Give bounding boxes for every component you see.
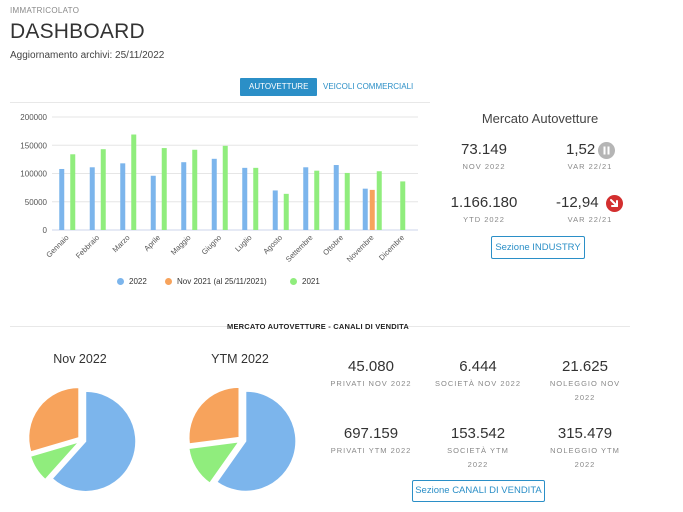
y-tick-label: 150000	[20, 141, 47, 150]
x-tick-label: Giugno	[200, 233, 223, 256]
bar-2022-giugno[interactable]	[211, 158, 217, 230]
pause-icon	[598, 142, 615, 159]
bar-2021-ottobre[interactable]	[344, 172, 350, 230]
bar-2021-luglio[interactable]	[253, 167, 259, 230]
bar-2022-aprile[interactable]	[150, 175, 156, 230]
legend-item-2021[interactable]: 2021	[290, 277, 320, 286]
bar-2021-aprile[interactable]	[161, 148, 167, 230]
x-tick-label: Marzo	[111, 233, 132, 254]
bar-nov-novembre[interactable]	[369, 189, 375, 230]
pie-nov-2022	[28, 387, 137, 492]
monthly-registrations-chart: 0 50000 100000 150000 200000 Gennaio Febbraio M…	[20, 113, 418, 264]
bar-2022-agosto[interactable]	[272, 190, 278, 230]
y-tick-label: 0	[43, 226, 48, 235]
pie-title-nov-2022: Nov 2022	[53, 352, 107, 366]
kpi-ytd-2022-value: 1.166.180	[450, 194, 518, 211]
legend-item-nov-2021[interactable]: Nov 2021 (al 25/11/2021)	[165, 277, 267, 286]
legend-label-2021: 2021	[302, 277, 320, 286]
pie-slice-privati[interactable]	[216, 390, 297, 492]
industry-section-button[interactable]: Sezione INDUSTRY	[491, 236, 585, 259]
bar-2022-gennaio[interactable]	[59, 168, 65, 230]
channel-privati-nov-value: 45.080	[348, 358, 394, 375]
channel-privati-ytm-value: 697.159	[343, 425, 399, 442]
archive-update-text: Aggiornamento archivi: 25/11/2022	[10, 50, 165, 61]
channel-societa-nov-value: 6.444	[459, 358, 497, 375]
sales-channels-section-button[interactable]: Sezione CANALI DI VENDITA	[412, 480, 545, 502]
bar-2021-giugno[interactable]	[222, 145, 228, 230]
pie-slice-societ[interactable]	[188, 441, 240, 484]
market-title: Mercato Autovetture	[481, 111, 599, 126]
pie-slice-privati[interactable]	[51, 390, 137, 492]
x-tick-label: Aprile	[142, 233, 162, 253]
bar-2021-maggio[interactable]	[192, 149, 198, 230]
arrow-down-right-icon	[606, 195, 623, 212]
x-tick-label: Febbraio	[74, 233, 101, 260]
vehicle-tabs: AUTOVETTURE VEICOLI COMMERCIALI	[0, 78, 683, 96]
channel-noleggio-nov-label: NOLEGGIO NOV 2022	[549, 379, 621, 402]
y-tick-label: 100000	[20, 170, 47, 179]
pie-slice-societ[interactable]	[30, 441, 81, 481]
x-tick-label: Agosto	[261, 233, 284, 256]
sales-channels-title: MERCATO AUTOVETTURE - CANALI DI VENDITA	[227, 322, 409, 331]
bar-2022-luglio[interactable]	[242, 167, 248, 230]
bar-2021-novembre[interactable]	[376, 171, 382, 230]
channel-societa-nov-label: SOCIETÀ NOV 2022	[434, 379, 522, 388]
page-title: DASHBOARD	[10, 20, 145, 43]
x-tick-label: Settembre	[284, 233, 315, 264]
bar-2022-maggio[interactable]	[181, 162, 187, 230]
kpi-var-ytd-value: -12,94	[556, 194, 599, 211]
pie-slice-noleggio[interactable]	[188, 386, 240, 445]
channel-privati-ytm-label: PRIVATI YTM 2022	[330, 446, 412, 455]
legend-item-2022[interactable]: 2022	[117, 277, 147, 286]
bar-2021-agosto[interactable]	[283, 193, 289, 230]
legend-swatch-nov-2021	[165, 278, 172, 285]
bar-2022-marzo[interactable]	[120, 163, 126, 230]
kpi-ytd-2022-label: YTD 2022	[463, 215, 505, 224]
kpi-var-month-label: VAR 22/21	[567, 162, 613, 171]
tab-veicoli-commerciali[interactable]: VEICOLI COMMERCIALI	[323, 82, 414, 91]
x-tick-label: Novembre	[345, 233, 376, 264]
divider	[408, 326, 630, 327]
legend-label-nov-2021: Nov 2021 (al 25/11/2021)	[177, 277, 267, 286]
kpi-nov-2022-label: NOV 2022	[462, 162, 506, 171]
section-kicker: IMMATRICOLATO	[10, 6, 80, 15]
bar-2021-settembre[interactable]	[314, 170, 320, 230]
divider	[10, 326, 228, 327]
channel-noleggio-ytm-label: NOLEGGIO YTM 2022	[550, 446, 620, 469]
bar-2022-novembre[interactable]	[362, 188, 368, 230]
x-tick-label: Ottobre	[321, 233, 345, 257]
channel-privati-nov-label: PRIVATI NOV 2022	[330, 379, 412, 388]
bar-2021-marzo[interactable]	[131, 134, 137, 230]
x-tick-label: Maggio	[169, 233, 193, 257]
channel-noleggio-nov-value: 21.625	[562, 358, 608, 375]
divider	[10, 102, 430, 103]
bar-2022-febbraio[interactable]	[89, 167, 95, 230]
kpi-nov-2022-value: 73.149	[461, 141, 507, 158]
channel-noleggio-ytm-value: 315.479	[557, 425, 613, 442]
y-tick-label: 50000	[25, 198, 48, 207]
channel-societa-ytm-value: 153.542	[450, 425, 506, 442]
pie-slice-noleggio[interactable]	[28, 387, 80, 453]
bar-2021-febbraio[interactable]	[100, 149, 106, 230]
x-tick-label: Dicembre	[377, 233, 406, 262]
pie-title-ytm-2022: YTM 2022	[211, 352, 269, 366]
x-tick-label: Gennaio	[44, 233, 70, 259]
channel-societa-ytm-label: SOCIETÀ YTM 2022	[447, 446, 509, 469]
bar-2022-settembre[interactable]	[303, 167, 309, 230]
kpi-var-month-value: 1,52	[566, 141, 596, 158]
bar-2022-ottobre[interactable]	[333, 165, 339, 230]
legend-swatch-2022	[117, 278, 124, 285]
bar-2021-gennaio[interactable]	[70, 154, 76, 230]
x-tick-label: Luglio	[233, 233, 254, 254]
legend-swatch-2021	[290, 278, 297, 285]
kpi-var-ytd-label: VAR 22/21	[567, 215, 613, 224]
tab-autovetture[interactable]: AUTOVETTURE	[240, 78, 318, 96]
bar-2021-dicembre[interactable]	[400, 181, 406, 230]
y-tick-label: 200000	[20, 113, 47, 122]
legend-label-2022: 2022	[129, 277, 147, 286]
pie-ytm-2022	[188, 386, 297, 492]
